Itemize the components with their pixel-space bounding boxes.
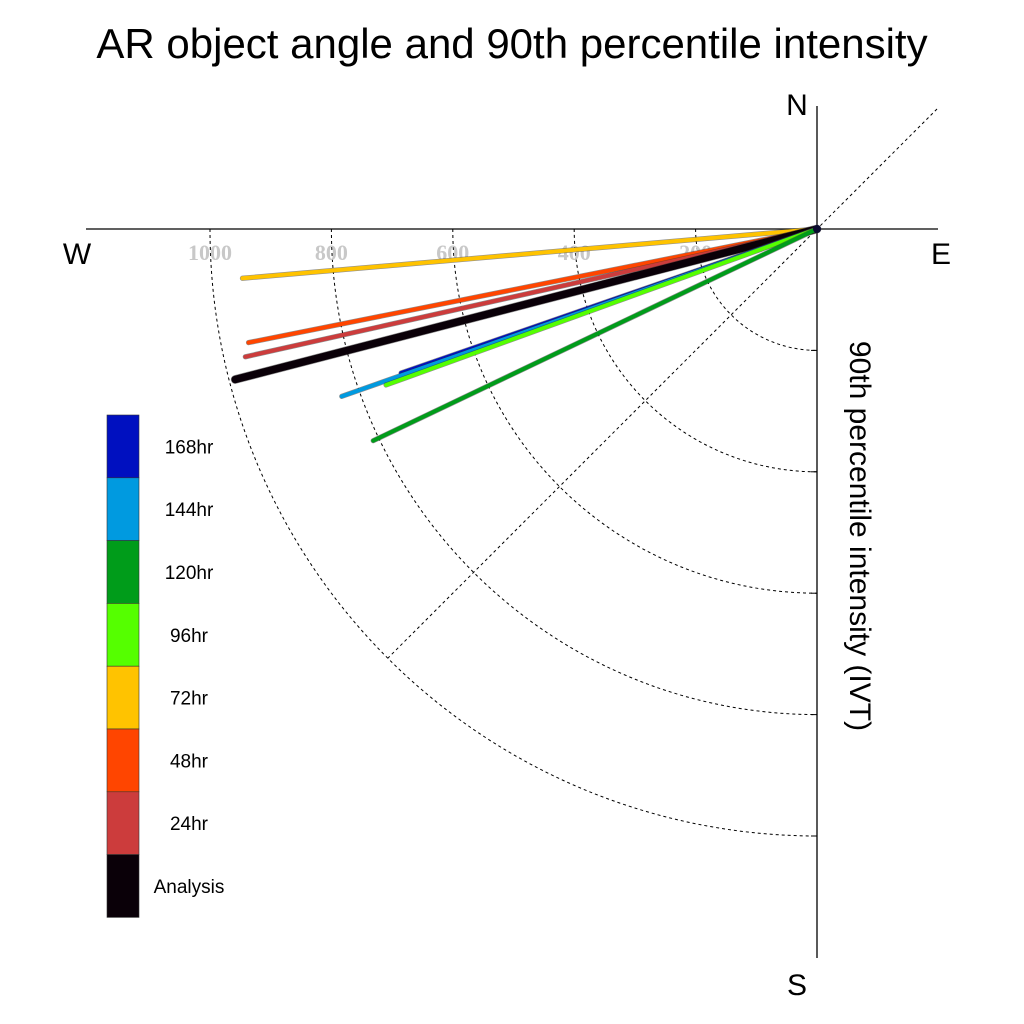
- legend-swatch-168hr: [106, 414, 140, 479]
- compass-west-label: W: [63, 238, 92, 271]
- series-line-72hr: [240, 227, 819, 281]
- legend-label-72hr: 72hr: [170, 689, 209, 710]
- origin-point: [813, 225, 821, 233]
- legend-label-96hr: 96hr: [170, 626, 209, 647]
- legend-label-120hr: 120hr: [165, 563, 214, 584]
- polar-grid: [209, 108, 938, 837]
- series-line-analysis: [231, 225, 821, 384]
- legend: 168hr 144hr 120hr 96hr 72hr 48hr 24hr Analysis: [106, 414, 225, 918]
- legend-swatch-96hr: [106, 603, 140, 667]
- y-axis-label: 90th percentile intensity (IVT): [843, 341, 876, 731]
- legend-swatch-72hr: [106, 665, 140, 730]
- chart-title: AR object angle and 90th percentile inte…: [96, 20, 927, 67]
- series-line-120hr: [371, 227, 819, 443]
- grid-arc-800: [330, 228, 818, 716]
- legend-swatch-48hr: [106, 728, 140, 793]
- legend-label-144hr: 144hr: [165, 500, 214, 521]
- legend-swatch-120hr: [106, 540, 140, 604]
- legend-swatch-144hr: [106, 477, 140, 541]
- legend-swatch-24hr: [106, 791, 140, 855]
- radial-tick-label: 800: [315, 240, 348, 265]
- legend-label-48hr: 48hr: [170, 751, 209, 772]
- radial-tick-label: 1000: [188, 240, 232, 265]
- legend-label-24hr: 24hr: [170, 814, 209, 835]
- series-lines: [230, 224, 822, 444]
- legend-label-168hr: 168hr: [165, 437, 214, 458]
- compass-south-label: S: [787, 969, 807, 1002]
- compass-north-label: N: [786, 89, 808, 122]
- legend-swatch-analysis: [106, 854, 140, 918]
- compass-east-label: E: [931, 238, 951, 271]
- series-line-96hr: [384, 227, 819, 387]
- grid-arc-600: [452, 228, 818, 594]
- legend-label-analysis: Analysis: [154, 877, 225, 898]
